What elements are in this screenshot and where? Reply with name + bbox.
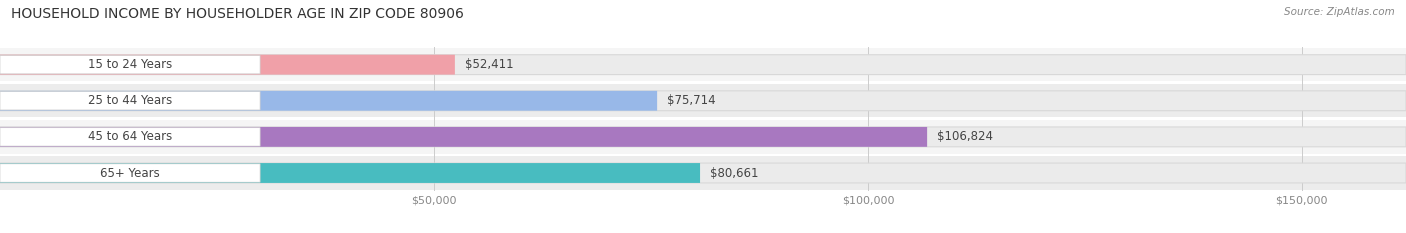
Bar [0, 84, 1406, 117]
Text: $80,661: $80,661 [710, 167, 758, 179]
Text: 45 to 64 Years: 45 to 64 Years [89, 130, 172, 143]
Bar [0, 156, 1406, 190]
FancyBboxPatch shape [0, 91, 657, 111]
FancyBboxPatch shape [0, 55, 260, 74]
Text: 65+ Years: 65+ Years [100, 167, 160, 179]
FancyBboxPatch shape [0, 127, 1406, 147]
Text: 15 to 24 Years: 15 to 24 Years [89, 58, 172, 71]
FancyBboxPatch shape [0, 55, 456, 75]
Text: $75,714: $75,714 [666, 94, 716, 107]
Text: Source: ZipAtlas.com: Source: ZipAtlas.com [1284, 7, 1395, 17]
FancyBboxPatch shape [0, 127, 927, 147]
FancyBboxPatch shape [0, 163, 1406, 183]
Text: 25 to 44 Years: 25 to 44 Years [89, 94, 172, 107]
FancyBboxPatch shape [0, 163, 700, 183]
FancyBboxPatch shape [0, 164, 260, 182]
FancyBboxPatch shape [0, 55, 1406, 75]
Bar [0, 48, 1406, 81]
Text: HOUSEHOLD INCOME BY HOUSEHOLDER AGE IN ZIP CODE 80906: HOUSEHOLD INCOME BY HOUSEHOLDER AGE IN Z… [11, 7, 464, 21]
FancyBboxPatch shape [0, 128, 260, 146]
FancyBboxPatch shape [0, 92, 260, 110]
Text: $106,824: $106,824 [936, 130, 993, 143]
Bar [0, 120, 1406, 154]
Text: $52,411: $52,411 [465, 58, 513, 71]
FancyBboxPatch shape [0, 91, 1406, 111]
